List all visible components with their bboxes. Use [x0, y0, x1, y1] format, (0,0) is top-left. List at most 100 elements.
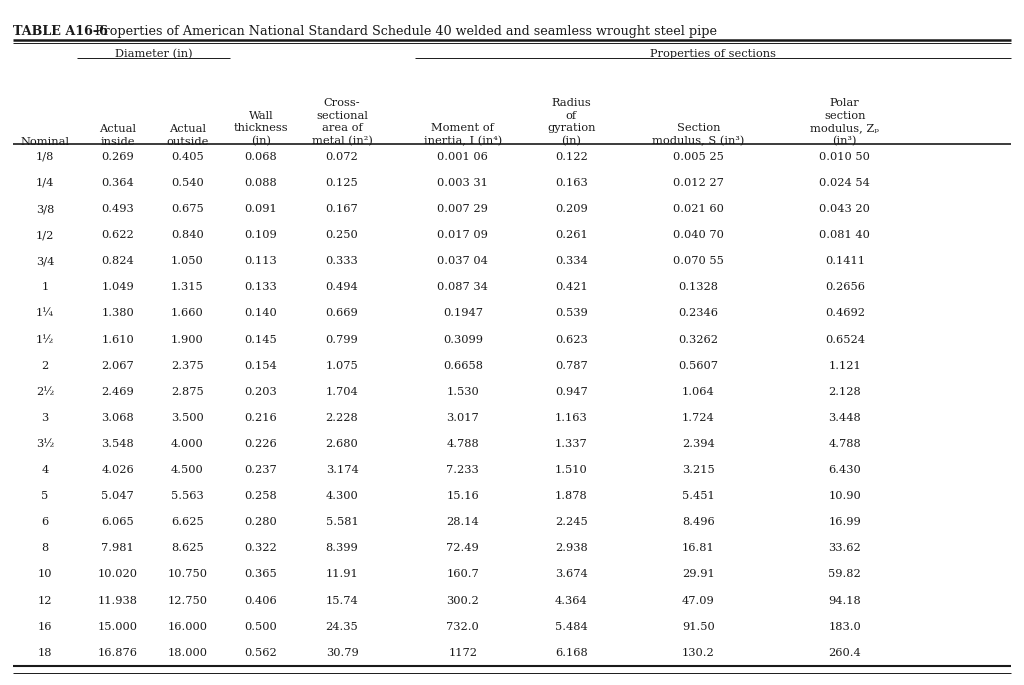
- Text: 0.421: 0.421: [555, 282, 588, 292]
- Text: 2.067: 2.067: [101, 361, 134, 371]
- Text: 5.451: 5.451: [682, 491, 715, 501]
- Text: 16.81: 16.81: [682, 543, 715, 553]
- Text: 0.237: 0.237: [245, 465, 278, 475]
- Text: 18: 18: [38, 648, 52, 658]
- Text: 0.091: 0.091: [245, 204, 278, 214]
- Text: 2.128: 2.128: [828, 387, 861, 397]
- Text: 0.669: 0.669: [326, 308, 358, 319]
- Text: 1.064: 1.064: [682, 387, 715, 397]
- Text: 0.072: 0.072: [326, 152, 358, 162]
- Text: 33.62: 33.62: [828, 543, 861, 553]
- Text: 2.394: 2.394: [682, 439, 715, 449]
- Text: 0.406: 0.406: [245, 595, 278, 606]
- Text: 8.496: 8.496: [682, 517, 715, 527]
- Text: 2.680: 2.680: [326, 439, 358, 449]
- Text: 2.375: 2.375: [171, 361, 204, 371]
- Text: 0.947: 0.947: [555, 387, 588, 397]
- Text: 260.4: 260.4: [828, 648, 861, 658]
- Text: 0.250: 0.250: [326, 230, 358, 240]
- Text: 6.168: 6.168: [555, 648, 588, 658]
- Text: 0.322: 0.322: [245, 543, 278, 553]
- Text: 16: 16: [38, 622, 52, 632]
- Text: 3.017: 3.017: [446, 413, 479, 423]
- Text: 0.081 40: 0.081 40: [819, 230, 870, 240]
- Text: 10.020: 10.020: [97, 569, 138, 580]
- Text: Actual
inside: Actual inside: [99, 124, 136, 147]
- Text: 4.788: 4.788: [446, 439, 479, 449]
- Text: 1.510: 1.510: [555, 465, 588, 475]
- Text: 0.209: 0.209: [555, 204, 588, 214]
- Text: Radius
of
gyration
(in): Radius of gyration (in): [547, 98, 596, 147]
- Text: 183.0: 183.0: [828, 622, 861, 632]
- Text: 0.070 55: 0.070 55: [673, 256, 724, 266]
- Text: 2.875: 2.875: [171, 387, 204, 397]
- Text: 15.74: 15.74: [326, 595, 358, 606]
- Text: 0.010 50: 0.010 50: [819, 152, 870, 162]
- Text: 28.14: 28.14: [446, 517, 479, 527]
- Text: 2: 2: [41, 361, 49, 371]
- Text: 6: 6: [41, 517, 49, 527]
- Text: 0.001 06: 0.001 06: [437, 152, 488, 162]
- Text: 0.405: 0.405: [171, 152, 204, 162]
- Text: 0.012 27: 0.012 27: [673, 178, 724, 188]
- Text: 3.068: 3.068: [101, 413, 134, 423]
- Text: 4: 4: [41, 465, 49, 475]
- Text: 0.333: 0.333: [326, 256, 358, 266]
- Text: 8.625: 8.625: [171, 543, 204, 553]
- Text: 0.125: 0.125: [326, 178, 358, 188]
- Text: 6.430: 6.430: [828, 465, 861, 475]
- Text: 5.484: 5.484: [555, 622, 588, 632]
- Text: 3/8: 3/8: [36, 204, 54, 214]
- Text: 0.540: 0.540: [171, 178, 204, 188]
- Text: 94.18: 94.18: [828, 595, 861, 606]
- Text: 10: 10: [38, 569, 52, 580]
- Text: 1½: 1½: [36, 334, 54, 345]
- Text: 0.068: 0.068: [245, 152, 278, 162]
- Text: 1.660: 1.660: [171, 308, 204, 319]
- Text: 59.82: 59.82: [828, 569, 861, 580]
- Text: 1.900: 1.900: [171, 334, 204, 345]
- Text: 1172: 1172: [449, 648, 477, 658]
- Text: 1.163: 1.163: [555, 413, 588, 423]
- Text: 4.788: 4.788: [828, 439, 861, 449]
- Text: 0.167: 0.167: [326, 204, 358, 214]
- Text: 5: 5: [41, 491, 49, 501]
- Text: 0.280: 0.280: [245, 517, 278, 527]
- Text: Diameter (in): Diameter (in): [115, 49, 193, 60]
- Text: 15.000: 15.000: [97, 622, 138, 632]
- Text: 0.037 04: 0.037 04: [437, 256, 488, 266]
- Text: 8: 8: [41, 543, 49, 553]
- Text: 0.258: 0.258: [245, 491, 278, 501]
- Text: 0.3262: 0.3262: [678, 334, 719, 345]
- Text: 0.043 20: 0.043 20: [819, 204, 870, 214]
- Text: 0.493: 0.493: [101, 204, 134, 214]
- Text: 0.145: 0.145: [245, 334, 278, 345]
- Text: 11.91: 11.91: [326, 569, 358, 580]
- Text: 7.233: 7.233: [446, 465, 479, 475]
- Text: 0.494: 0.494: [326, 282, 358, 292]
- Text: 130.2: 130.2: [682, 648, 715, 658]
- Text: 0.269: 0.269: [101, 152, 134, 162]
- Text: Properties of sections: Properties of sections: [649, 49, 776, 60]
- Text: 1.610: 1.610: [101, 334, 134, 345]
- Text: 0.787: 0.787: [555, 361, 588, 371]
- Text: 30.79: 30.79: [326, 648, 358, 658]
- Text: 2.228: 2.228: [326, 413, 358, 423]
- Text: 0.539: 0.539: [555, 308, 588, 319]
- Text: 10.90: 10.90: [828, 491, 861, 501]
- Text: 0.6524: 0.6524: [824, 334, 865, 345]
- Text: 0.799: 0.799: [326, 334, 358, 345]
- Text: 0.133: 0.133: [245, 282, 278, 292]
- Text: 72.49: 72.49: [446, 543, 479, 553]
- Text: 10.750: 10.750: [167, 569, 208, 580]
- Text: 1/4: 1/4: [36, 178, 54, 188]
- Text: 1.530: 1.530: [446, 387, 479, 397]
- Text: 0.109: 0.109: [245, 230, 278, 240]
- Text: 18.000: 18.000: [167, 648, 208, 658]
- Text: 7.981: 7.981: [101, 543, 134, 553]
- Text: 0.623: 0.623: [555, 334, 588, 345]
- Text: Cross-
sectional
area of
metal (in²): Cross- sectional area of metal (in²): [311, 98, 373, 147]
- Text: 3.215: 3.215: [682, 465, 715, 475]
- Text: 0.113: 0.113: [245, 256, 278, 266]
- Text: 1.315: 1.315: [171, 282, 204, 292]
